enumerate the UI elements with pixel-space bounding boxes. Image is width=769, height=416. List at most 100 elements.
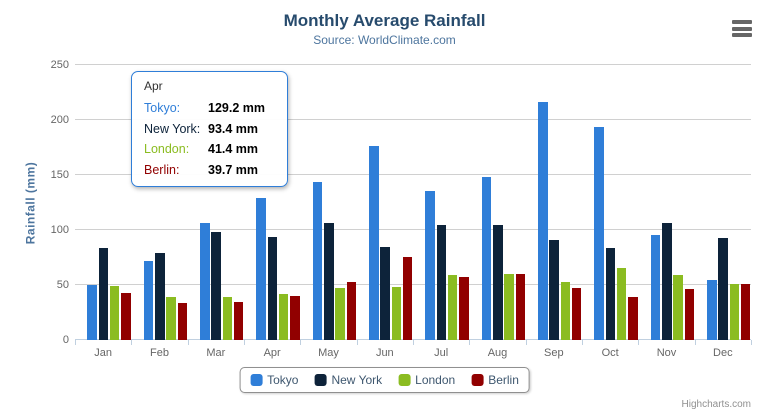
gridline <box>75 119 751 120</box>
bar-new-york-apr[interactable] <box>267 237 278 340</box>
y-axis-label: 150 <box>50 169 69 181</box>
bar-group-oct <box>594 65 638 340</box>
bar-group-feb <box>143 65 188 340</box>
bar-berlin-dec[interactable] <box>740 283 751 340</box>
bar-tokyo-mar[interactable] <box>200 222 210 340</box>
export-menu-button[interactable] <box>732 20 752 37</box>
bar-berlin-aug[interactable] <box>515 273 526 340</box>
bar-new-york-nov[interactable] <box>662 222 672 340</box>
legend-item-berlin[interactable]: Berlin <box>471 373 519 387</box>
bar-new-york-mar[interactable] <box>211 231 221 340</box>
bar-berlin-oct[interactable] <box>628 297 638 340</box>
bar-berlin-jul[interactable] <box>459 276 469 340</box>
x-axis-label: Nov <box>656 347 677 359</box>
bar-new-york-feb[interactable] <box>155 253 165 340</box>
chart-title: Monthly Average Rainfall <box>283 11 486 30</box>
bar-group-aug <box>481 65 526 340</box>
bar-berlin-feb[interactable] <box>177 303 188 340</box>
x-axis-label: Apr <box>263 347 281 359</box>
bar-london-apr[interactable] <box>278 294 289 340</box>
bar-london-aug[interactable] <box>504 274 514 340</box>
y-axis-label: 50 <box>56 279 69 291</box>
legend-item-london[interactable]: London <box>398 373 455 387</box>
legend-item-new-york[interactable]: New York <box>314 373 382 387</box>
bar-tokyo-sep[interactable] <box>538 101 548 340</box>
bar-group-jan <box>87 65 131 340</box>
x-axis-tick <box>469 340 471 345</box>
bar-group-dec <box>707 65 751 340</box>
gridline <box>75 174 751 175</box>
bar-london-nov[interactable] <box>673 274 683 340</box>
y-axis-label: 0 <box>62 334 69 346</box>
x-axis-label: Dec <box>713 347 733 359</box>
x-axis-tick <box>300 340 302 345</box>
bar-london-oct[interactable] <box>616 268 627 340</box>
bar-tokyo-dec[interactable] <box>707 280 717 340</box>
hamburger-menu-icon <box>732 26 752 31</box>
bar-london-feb[interactable] <box>166 297 176 340</box>
x-axis-tick <box>244 340 245 345</box>
bar-new-york-dec[interactable] <box>718 238 728 340</box>
x-axis-label: Jul <box>434 347 449 359</box>
x-axis-tick <box>75 340 76 345</box>
x-axis-label: Feb <box>150 347 169 359</box>
bar-tokyo-may[interactable] <box>312 181 323 340</box>
bar-new-york-oct[interactable] <box>605 248 616 340</box>
bar-tokyo-oct[interactable] <box>594 126 604 340</box>
bar-new-york-sep[interactable] <box>549 239 559 340</box>
x-axis-label: Jun <box>375 347 394 359</box>
bar-london-jul[interactable] <box>447 275 458 340</box>
x-axis-label: Jan <box>94 347 113 359</box>
x-axis-label: May <box>318 347 339 359</box>
bar-tokyo-aug[interactable] <box>481 176 492 340</box>
chart-subtitle: Source: WorldClimate.com <box>313 33 456 47</box>
bar-tokyo-jul[interactable] <box>425 190 435 340</box>
bar-berlin-nov[interactable] <box>684 288 695 340</box>
x-axis-tick <box>582 340 583 345</box>
bar-new-york-may[interactable] <box>324 223 334 340</box>
bar-london-mar[interactable] <box>222 296 233 340</box>
bar-berlin-mar[interactable] <box>233 302 244 340</box>
bar-group-jul <box>425 65 469 340</box>
bar-london-dec[interactable] <box>729 283 740 340</box>
hamburger-menu-icon <box>732 33 752 37</box>
x-axis-tick <box>413 340 414 345</box>
x-axis-label: Oct <box>601 347 619 359</box>
bar-berlin-jan[interactable] <box>121 293 131 340</box>
legend: Tokyo New York London Berlin <box>239 367 530 393</box>
bar-tokyo-nov[interactable] <box>650 234 661 340</box>
gridline <box>75 229 751 230</box>
bar-london-may[interactable] <box>335 288 345 340</box>
x-axis-tick <box>751 340 752 345</box>
bar-group-sep <box>538 65 582 340</box>
x-axis-label: Sep <box>544 347 564 359</box>
bar-new-york-jul[interactable] <box>436 224 447 340</box>
bar-london-jan[interactable] <box>109 286 120 340</box>
legend-item-tokyo[interactable]: Tokyo <box>250 373 298 387</box>
bar-tokyo-feb[interactable] <box>143 261 154 340</box>
bar-berlin-jun[interactable] <box>402 256 413 340</box>
bar-new-york-jun[interactable] <box>380 247 390 340</box>
bar-berlin-may[interactable] <box>346 282 357 340</box>
credits-link[interactable]: Highcharts.com <box>681 399 751 410</box>
bar-new-york-jan[interactable] <box>98 248 109 340</box>
bar-new-york-aug[interactable] <box>493 225 503 340</box>
bar-tokyo-jun[interactable] <box>369 146 379 340</box>
gridline <box>75 284 751 285</box>
x-axis-label: Mar <box>206 347 226 359</box>
bar-tokyo-jan[interactable] <box>87 285 97 340</box>
bar-berlin-apr[interactable] <box>290 296 300 340</box>
hamburger-menu-icon <box>732 20 752 24</box>
legend-label: London <box>415 373 456 387</box>
y-axis-label: 200 <box>50 114 69 126</box>
bar-berlin-sep[interactable] <box>571 287 582 340</box>
bar-tokyo-apr[interactable] <box>256 197 266 340</box>
legend-label: Tokyo <box>267 373 299 387</box>
bar-london-sep[interactable] <box>560 282 571 340</box>
y-axis-title: Rainfall (mm) <box>23 161 38 245</box>
bar-group-jun <box>369 65 413 340</box>
legend-symbol-berlin <box>471 374 484 386</box>
bar-london-jun[interactable] <box>391 286 402 340</box>
y-axis-label: 250 <box>50 59 69 71</box>
